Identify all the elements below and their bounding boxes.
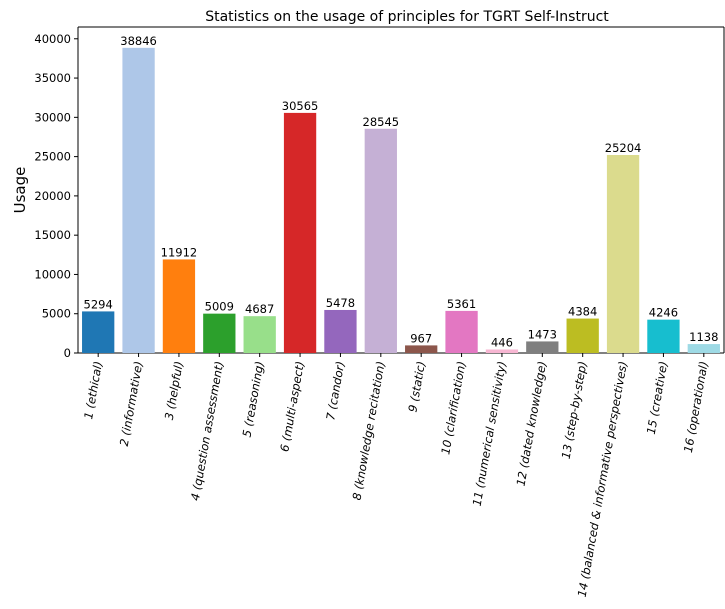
- data-label: 5009: [205, 300, 234, 314]
- y-tick-label: 40000: [34, 32, 71, 46]
- bar: [203, 313, 236, 353]
- data-label: 1473: [528, 327, 557, 341]
- y-axis-label: Usage: [11, 167, 29, 214]
- x-tick-label: 3 (helpful): [162, 360, 186, 421]
- data-label: 5361: [447, 297, 476, 311]
- data-label: 4687: [245, 302, 274, 316]
- data-label: 5294: [84, 297, 113, 311]
- bar: [243, 316, 276, 353]
- bar: [687, 344, 720, 353]
- data-label: 11912: [161, 245, 198, 259]
- plot-area: 0 5000 10000 15000 20000 25000 30000 35000 40000…: [34, 26, 725, 598]
- y-tick-label: 5000: [42, 307, 71, 321]
- x-tick-label: 16 (operational): [681, 360, 711, 454]
- y-tick-label: 30000: [34, 110, 71, 124]
- bar: [283, 112, 317, 353]
- x-tick-label: 8 (knowledge recitation): [350, 360, 388, 501]
- y-tick-label: 25000: [34, 150, 71, 164]
- x-tick-label: 6 (multi-aspect): [277, 360, 307, 453]
- data-label: 30565: [282, 99, 319, 113]
- x-tick-label: 7 (candor): [323, 360, 347, 421]
- bar: [445, 310, 478, 353]
- x-tick-label: 10 (clarification): [438, 360, 468, 456]
- data-label: 5478: [326, 296, 355, 310]
- x-tick-label: 12 (dated knowledge): [514, 360, 550, 487]
- data-label: 4246: [649, 306, 678, 320]
- y-tick-label: 20000: [34, 189, 71, 203]
- y-tick-label: 35000: [34, 71, 71, 85]
- bar: [647, 319, 680, 353]
- x-tick-label: 2 (informative): [117, 360, 146, 447]
- x-tick-label: 15 (creative): [644, 360, 671, 435]
- bar: [566, 318, 599, 353]
- chart-title: Statistics on the usage of principles fo…: [205, 9, 609, 25]
- data-label: 28545: [363, 115, 400, 129]
- data-label: 38846: [120, 34, 157, 48]
- bar: [606, 155, 640, 353]
- bar: [122, 47, 155, 353]
- x-tick-label: 5 (reasoning): [239, 360, 266, 438]
- x-tick-label: 4 (question assessment): [188, 360, 226, 502]
- y-tick-label: 15000: [34, 228, 71, 242]
- bar: [526, 341, 559, 353]
- x-tick-label: 13 (step-by-step): [559, 360, 590, 460]
- data-label: 1138: [689, 330, 718, 344]
- y-tick-label: 10000: [34, 267, 71, 281]
- bar: [405, 345, 438, 353]
- data-label: 4384: [568, 305, 597, 319]
- bar: [364, 128, 397, 353]
- y-tick-label: 0: [64, 346, 71, 360]
- bar: [324, 309, 357, 353]
- data-label: 446: [491, 335, 513, 349]
- x-tick-label: 9 (static): [405, 360, 428, 413]
- data-label: 967: [410, 331, 432, 345]
- x-tick-label: 11 (numerical sensitivity): [470, 360, 509, 507]
- x-tick-label: 1 (ethical): [81, 360, 105, 420]
- data-label: 25204: [605, 141, 642, 155]
- bar: [82, 311, 115, 353]
- bar: [162, 259, 196, 353]
- bar: [485, 349, 519, 353]
